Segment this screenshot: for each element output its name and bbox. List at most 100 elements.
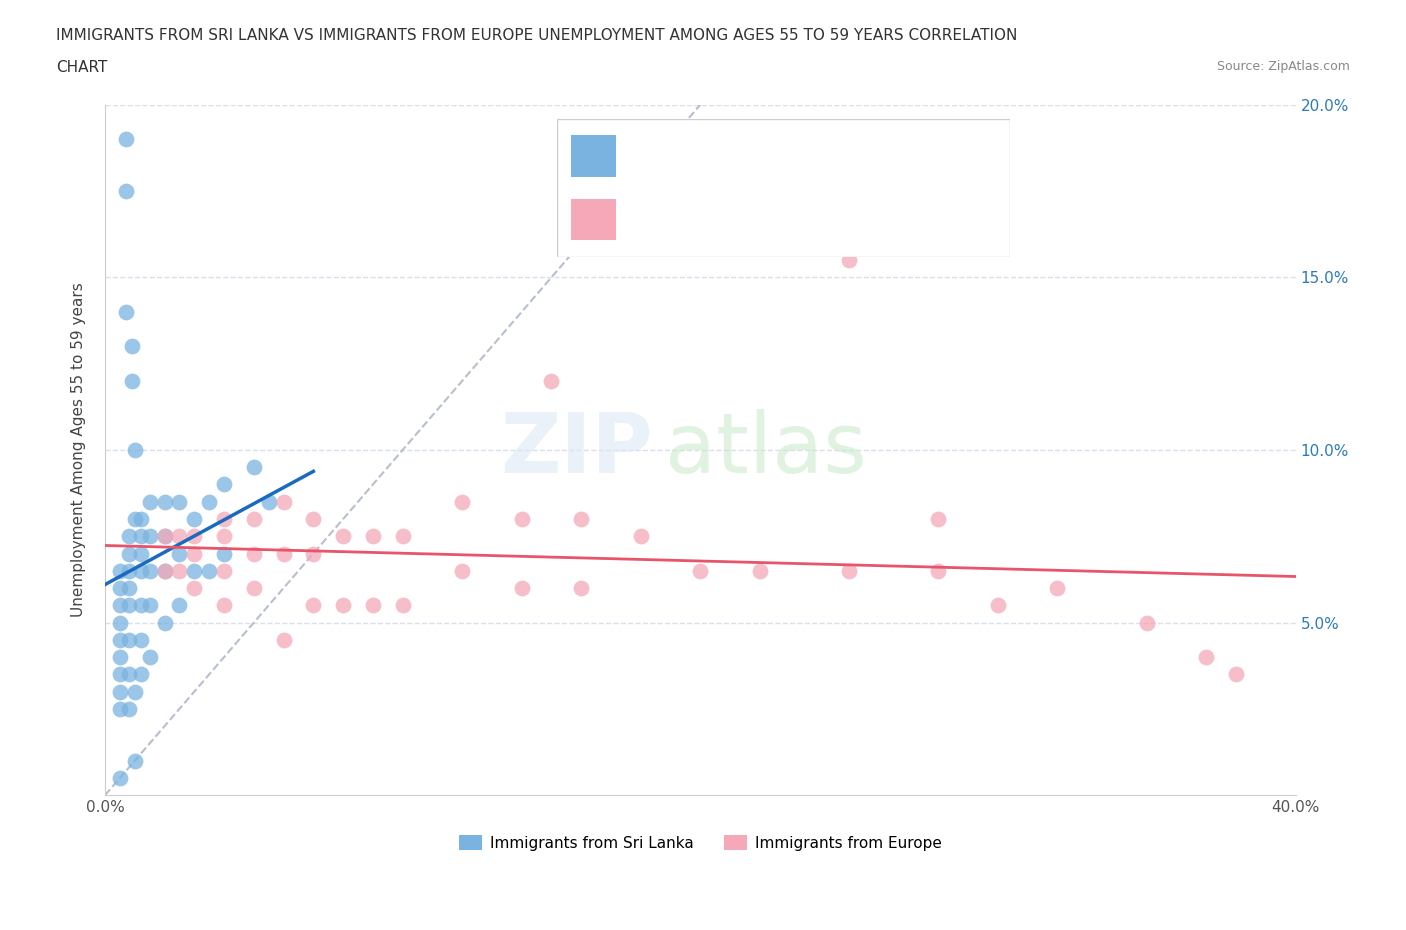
Point [118, 564, 141, 578]
Point [630, 529, 652, 544]
Point [108, 615, 131, 630]
Point [748, 564, 770, 578]
Point [302, 546, 325, 561]
Point [153, 615, 176, 630]
Point [1046, 580, 1069, 595]
Point [198, 564, 221, 578]
Point [183, 512, 205, 526]
Point [183, 529, 205, 544]
Point [243, 512, 266, 526]
Point [169, 495, 191, 510]
Point [153, 564, 176, 578]
Point [108, 632, 131, 647]
Point [212, 598, 235, 613]
Text: ZIP: ZIP [501, 409, 652, 490]
Point [927, 512, 949, 526]
Point [118, 667, 141, 682]
Point [108, 580, 131, 595]
Point [124, 684, 146, 699]
Point [540, 374, 562, 389]
Point [243, 546, 266, 561]
Point [153, 529, 176, 544]
Point [118, 580, 141, 595]
Point [987, 598, 1010, 613]
Point [153, 529, 176, 544]
Point [108, 564, 131, 578]
Point [124, 443, 146, 458]
Point [153, 495, 176, 510]
Text: atlas: atlas [665, 409, 866, 490]
Point [183, 580, 205, 595]
Point [212, 477, 235, 492]
Point [510, 580, 533, 595]
Point [121, 374, 143, 389]
Point [114, 183, 136, 198]
Text: CHART: CHART [56, 60, 108, 75]
Text: Source: ZipAtlas.com: Source: ZipAtlas.com [1216, 60, 1350, 73]
Point [118, 598, 141, 613]
Point [121, 339, 143, 353]
Point [1225, 667, 1247, 682]
Point [569, 512, 592, 526]
Point [124, 512, 146, 526]
Y-axis label: Unemployment Among Ages 55 to 59 years: Unemployment Among Ages 55 to 59 years [72, 283, 86, 618]
Point [118, 701, 141, 716]
Text: IMMIGRANTS FROM SRI LANKA VS IMMIGRANTS FROM EUROPE UNEMPLOYMENT AMONG AGES 55 T: IMMIGRANTS FROM SRI LANKA VS IMMIGRANTS … [56, 28, 1018, 43]
Point [108, 701, 131, 716]
Point [129, 598, 152, 613]
Point [361, 598, 384, 613]
Point [169, 598, 191, 613]
Point [212, 512, 235, 526]
Legend: Immigrants from Sri Lanka, Immigrants from Europe: Immigrants from Sri Lanka, Immigrants fr… [453, 829, 948, 857]
Point [569, 580, 592, 595]
Point [257, 495, 280, 510]
Point [183, 564, 205, 578]
Point [129, 632, 152, 647]
Point [129, 529, 152, 544]
Point [129, 546, 152, 561]
Point [361, 529, 384, 544]
Point [510, 512, 533, 526]
Point [391, 529, 413, 544]
Point [118, 529, 141, 544]
Point [391, 598, 413, 613]
Point [243, 580, 266, 595]
Point [138, 529, 160, 544]
Point [169, 529, 191, 544]
Point [451, 564, 474, 578]
Point [138, 564, 160, 578]
Point [138, 495, 160, 510]
Point [451, 495, 474, 510]
Point [1195, 650, 1218, 665]
Point [332, 598, 354, 613]
Point [169, 564, 191, 578]
Point [302, 598, 325, 613]
Point [169, 546, 191, 561]
Point [212, 564, 235, 578]
Point [124, 753, 146, 768]
Point [212, 529, 235, 544]
Point [198, 495, 221, 510]
Point [138, 598, 160, 613]
Point [243, 459, 266, 474]
Point [114, 132, 136, 147]
Point [108, 650, 131, 665]
Point [1136, 615, 1159, 630]
Point [689, 564, 711, 578]
Point [153, 564, 176, 578]
Point [927, 564, 949, 578]
Point [183, 546, 205, 561]
Point [129, 564, 152, 578]
Point [108, 598, 131, 613]
Point [108, 771, 131, 786]
Point [108, 667, 131, 682]
Point [138, 650, 160, 665]
Point [114, 304, 136, 319]
Point [129, 512, 152, 526]
Point [212, 546, 235, 561]
Point [273, 546, 295, 561]
Point [118, 632, 141, 647]
Point [273, 495, 295, 510]
Point [108, 684, 131, 699]
Point [118, 546, 141, 561]
